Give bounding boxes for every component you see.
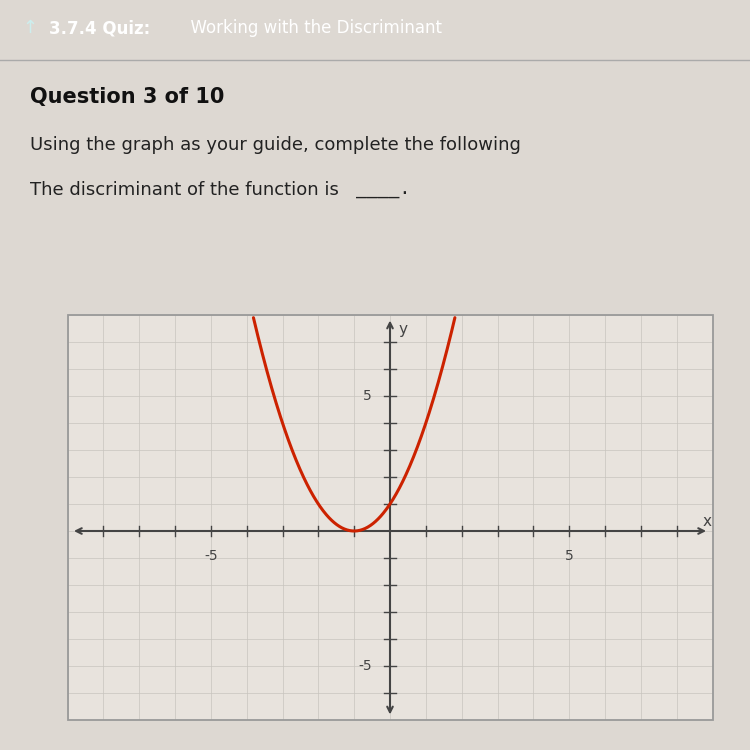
Text: ____.: ____. — [356, 182, 411, 200]
Text: 5: 5 — [363, 389, 372, 403]
Text: -5: -5 — [204, 548, 218, 562]
Text: Question 3 of 10: Question 3 of 10 — [30, 88, 224, 107]
Text: y: y — [398, 322, 407, 337]
Text: 3.7.4 Quiz:: 3.7.4 Quiz: — [49, 20, 150, 37]
Text: Working with the Discriminant: Working with the Discriminant — [180, 20, 442, 37]
Text: Using the graph as your guide, complete the following: Using the graph as your guide, complete … — [30, 136, 520, 154]
Text: -5: -5 — [358, 659, 372, 673]
Text: 5: 5 — [565, 548, 574, 562]
Text: The discriminant of the function is: The discriminant of the function is — [30, 182, 344, 200]
Text: ↑: ↑ — [22, 20, 38, 37]
Text: x: x — [703, 514, 712, 529]
